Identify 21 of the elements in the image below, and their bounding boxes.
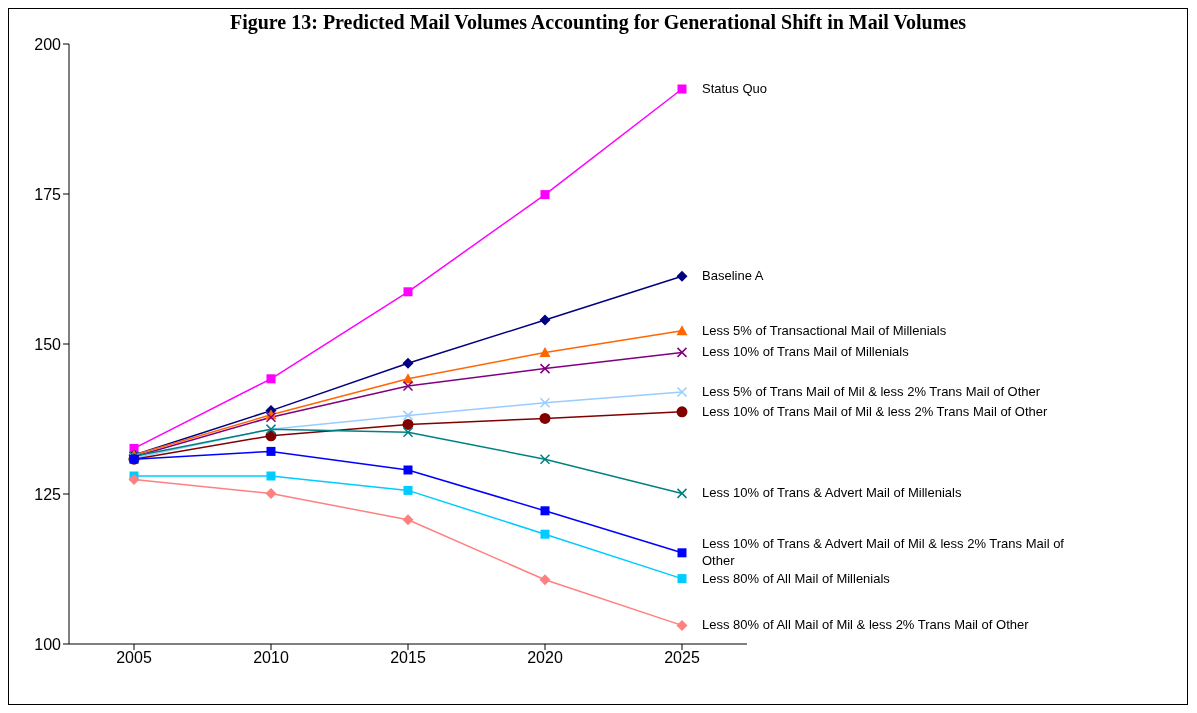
y-tick-label: 150 bbox=[34, 335, 62, 353]
series-label: Less 10% of Trans & Advert Mail of Millenials bbox=[702, 485, 962, 501]
series-label: Less 10% of Trans & Advert Mail of Mil & less 2% Trans Mail of Other bbox=[702, 536, 1065, 569]
x-tick-label: 2025 bbox=[664, 649, 700, 667]
series-label: Less 10% of Trans Mail of Mil & less 2% Trans Mail of Other bbox=[702, 403, 1049, 419]
series-label: Status Quo bbox=[702, 81, 768, 96]
series-label: Less 5% of Transactional Mail of Millenials bbox=[702, 322, 947, 338]
y-tick-label: 125 bbox=[34, 485, 62, 503]
y-tick-label: 100 bbox=[34, 635, 62, 653]
x-tick-label: 2005 bbox=[116, 649, 152, 667]
series-label: Less 5% of Trans Mail of Mil & less 2% Trans Mail of Other bbox=[702, 384, 1041, 399]
x-tick-label: 2010 bbox=[253, 649, 289, 667]
series-label: Less 10% of Trans Mail of Millenials bbox=[702, 344, 910, 360]
y-tick-label: 200 bbox=[34, 35, 62, 53]
chart-title: Figure 13: Predicted Mail Volumes Accounting for Generational Shift in Mail Volumes bbox=[228, 11, 968, 34]
series-label: Baseline A bbox=[702, 268, 764, 284]
x-tick-label: 2020 bbox=[527, 649, 563, 667]
y-tick-label: 175 bbox=[34, 185, 62, 203]
series-label: Less 80% of All Mail of Mil & less 2% Trans Mail of Other bbox=[702, 617, 1030, 633]
x-tick-label: 2015 bbox=[390, 649, 426, 667]
series-label: Less 80% of All Mail of Millenials bbox=[702, 570, 891, 586]
